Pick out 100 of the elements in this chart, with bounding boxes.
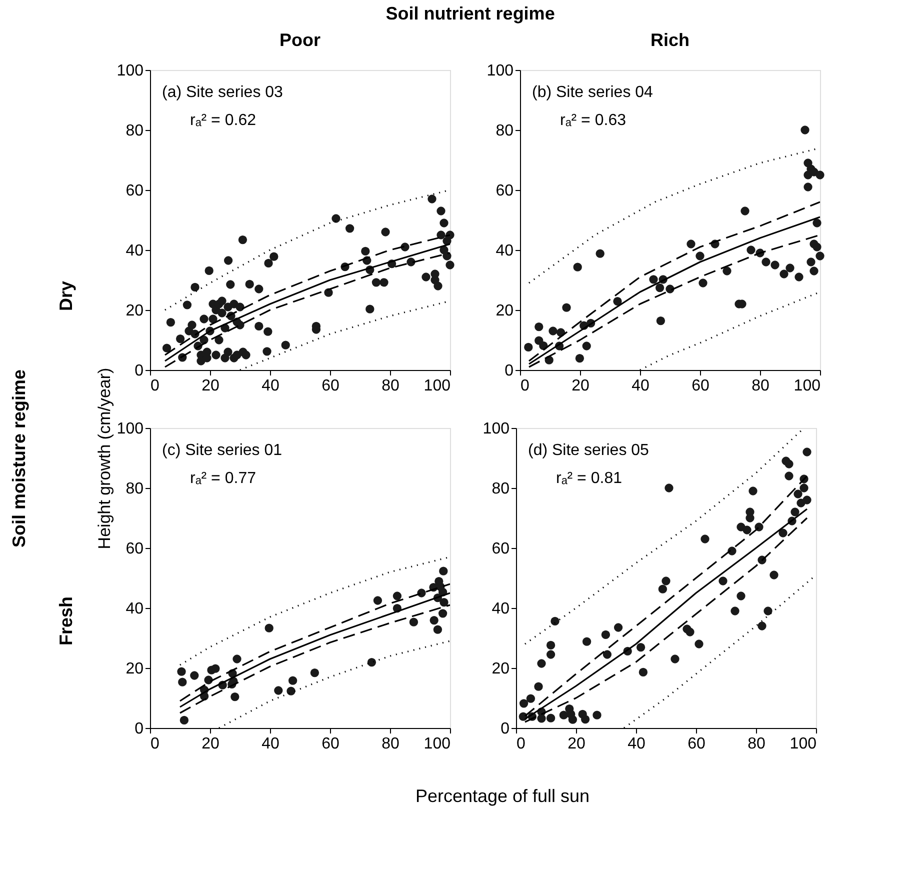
point (190, 671, 199, 680)
point (810, 266, 818, 276)
point (748, 486, 758, 496)
point (670, 654, 680, 664)
text: Soil nutrient regime (386, 4, 555, 24)
x-tick-label: 60 (692, 378, 710, 394)
x-tick-label: 20 (202, 378, 220, 394)
point (373, 596, 382, 605)
x-tick-label: 100 (790, 736, 817, 752)
point (526, 694, 536, 703)
point (601, 630, 610, 640)
point (790, 508, 800, 516)
point (559, 710, 568, 720)
point (592, 710, 602, 720)
point (638, 668, 648, 677)
x-tick-label: 0 (520, 378, 530, 394)
y-tick-label: 20 (496, 302, 514, 320)
point (658, 584, 668, 594)
y-tick-label: 0 (504, 362, 514, 380)
y-tick-label: 100 (116, 62, 144, 80)
point (537, 659, 546, 668)
point (177, 667, 186, 676)
point (806, 258, 816, 266)
point (566, 710, 576, 719)
point (758, 622, 766, 630)
point (575, 354, 584, 363)
y-tick-label: 0 (134, 362, 144, 380)
point (392, 592, 402, 600)
x-tick-label: 80 (748, 736, 766, 752)
point (746, 246, 756, 254)
point (812, 242, 822, 252)
point (562, 303, 571, 312)
point (310, 668, 320, 678)
y-tick-label: 60 (126, 182, 144, 200)
x-tick-label: 40 (262, 736, 280, 752)
x-axis-title: Percentage of full sun (415, 786, 590, 806)
annotation: rₐ² = 0.62 (190, 112, 256, 129)
x-tick-label: 20 (572, 378, 590, 394)
point (204, 676, 213, 684)
y-tick-label: 0 (134, 720, 144, 738)
text: Soil moisture regime (9, 369, 29, 548)
y-tick-label: 40 (492, 600, 510, 618)
point (573, 262, 582, 272)
point (367, 658, 376, 667)
point (764, 606, 772, 616)
point (784, 460, 794, 468)
point (211, 664, 220, 673)
x-tick-label: 100 (424, 736, 451, 752)
x-tick-label: 0 (516, 736, 526, 752)
x-tick-label: 0 (150, 736, 160, 752)
annotation: (d) Site series 05 (528, 442, 650, 459)
annotation: (a) Site series 03 (162, 84, 284, 101)
point (802, 496, 812, 504)
point (546, 714, 556, 722)
point (800, 484, 808, 492)
point (409, 618, 418, 626)
x-tick-label: 100 (424, 378, 451, 394)
point (286, 686, 296, 696)
annotation: rₐ² = 0.63 (560, 112, 626, 129)
point (582, 342, 591, 350)
point (580, 714, 590, 724)
point (686, 240, 696, 248)
point (613, 296, 622, 306)
x-tick-label: 80 (382, 378, 400, 394)
point (800, 126, 810, 134)
point (740, 206, 750, 216)
annotation: (c) Site series 01 (162, 442, 282, 459)
annotation: rₐ² = 0.77 (190, 470, 256, 487)
y-tick-label: 40 (126, 600, 144, 618)
y-tick-label: 60 (126, 540, 144, 558)
point (656, 316, 666, 326)
y-tick-label: 20 (492, 660, 510, 678)
point (439, 566, 448, 576)
point (602, 650, 612, 659)
point (288, 676, 298, 685)
x-tick-label: 60 (322, 736, 340, 752)
y-tick-label: 60 (492, 540, 510, 558)
point (730, 606, 740, 616)
point (433, 625, 442, 634)
y-tick-label: 0 (500, 720, 510, 738)
x-tick-label: 80 (752, 378, 770, 394)
point (230, 692, 240, 702)
point (534, 322, 544, 332)
y-tick-label: 80 (126, 480, 144, 498)
chart-title: Rich (650, 30, 690, 50)
y-tick-label: 80 (126, 122, 144, 140)
point (770, 570, 778, 580)
point (696, 252, 704, 260)
point (728, 546, 736, 556)
point (655, 283, 664, 292)
x-tick-label: 60 (688, 736, 706, 752)
text: Dry (56, 280, 76, 312)
point (804, 182, 812, 192)
y-axis-title: Height growth (cm/year) (95, 368, 114, 550)
x-tick-label: 0 (150, 378, 160, 394)
x-tick-label: 20 (568, 736, 586, 752)
annotation: (b) Site series 04 (532, 84, 654, 101)
text: Fresh (56, 596, 76, 646)
y-tick-label: 40 (126, 242, 144, 260)
point (718, 576, 728, 586)
